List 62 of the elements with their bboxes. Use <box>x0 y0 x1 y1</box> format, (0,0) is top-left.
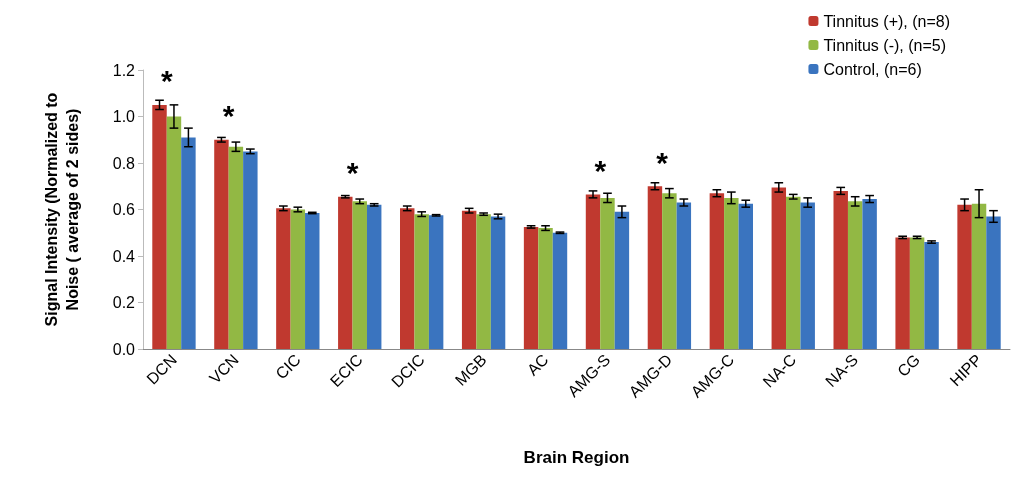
bar <box>786 196 801 349</box>
bar <box>738 203 753 349</box>
bar <box>228 146 244 349</box>
y-tick-label: 0.2 <box>112 294 136 311</box>
bar <box>614 211 630 349</box>
bar <box>476 214 491 349</box>
bar <box>662 193 677 349</box>
bar <box>847 201 863 349</box>
x-axis-title: Brain Region <box>523 448 630 467</box>
y-tick-label: 0.8 <box>112 154 136 172</box>
bar <box>957 204 972 349</box>
bar <box>243 151 258 349</box>
bar <box>366 204 382 349</box>
bar <box>709 193 725 349</box>
bar <box>552 232 568 349</box>
bar <box>771 187 787 349</box>
y-tick-label: 0.0 <box>112 340 136 358</box>
bar <box>647 186 663 349</box>
x-tick-label: AC <box>523 350 552 379</box>
bar <box>181 137 196 349</box>
bar <box>290 209 306 349</box>
y-tick-label: 1.2 <box>112 61 136 79</box>
annotation: * <box>656 145 669 179</box>
bar <box>724 197 739 349</box>
bar <box>600 197 615 349</box>
x-tick-label: CG <box>894 350 924 380</box>
x-tick-label: CIC <box>272 350 304 383</box>
annotation: * <box>160 64 173 98</box>
bar <box>214 139 229 349</box>
annotation: * <box>346 156 359 190</box>
bar <box>800 202 815 349</box>
bar <box>909 237 925 349</box>
bar <box>305 212 320 349</box>
legend-label: Control, (n=6) <box>823 60 922 78</box>
bar <box>152 104 167 349</box>
bar <box>833 190 848 349</box>
legend-label: Tinnitus (-), (n=5) <box>823 36 946 54</box>
bar <box>585 194 601 349</box>
bar <box>338 196 353 349</box>
bar <box>352 201 367 349</box>
y-tick-label: 1.0 <box>112 108 136 125</box>
bar <box>676 202 692 349</box>
bar <box>862 199 877 349</box>
bar <box>276 208 291 349</box>
bar <box>428 215 444 349</box>
bar <box>971 203 987 349</box>
y-tick-label: 0.6 <box>112 201 136 218</box>
annotation: * <box>594 153 607 187</box>
bar <box>414 214 429 349</box>
bar <box>490 216 506 349</box>
bar <box>924 242 939 349</box>
bar <box>538 228 553 349</box>
y-axis-title: Signal Intensity (Normalized to Noise ( average of 2 sides) <box>43 92 81 327</box>
bar <box>523 226 539 349</box>
legend-label: Tinnitus (+), (n=8) <box>823 12 950 30</box>
bar <box>895 237 910 349</box>
bar <box>461 210 477 349</box>
bar <box>400 208 415 349</box>
annotation: * <box>222 99 235 133</box>
bar <box>166 116 182 349</box>
bar <box>986 216 1001 349</box>
y-tick-label: 0.4 <box>112 247 136 265</box>
